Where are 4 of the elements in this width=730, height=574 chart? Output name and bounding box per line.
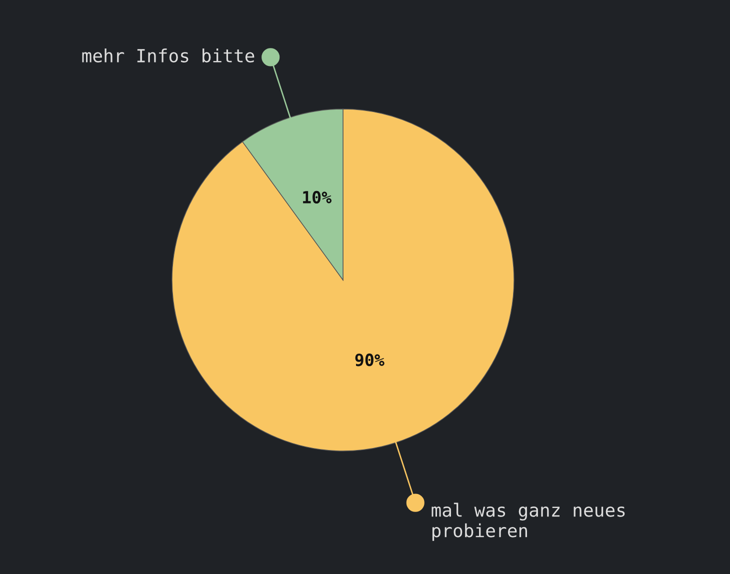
slice-label: mehr Infos bitte bbox=[82, 48, 254, 62]
data-label: 10% bbox=[303, 190, 332, 204]
data-label: 90% bbox=[355, 354, 384, 366]
legend-label: mal was ganz neues probieren bbox=[432, 502, 625, 541]
